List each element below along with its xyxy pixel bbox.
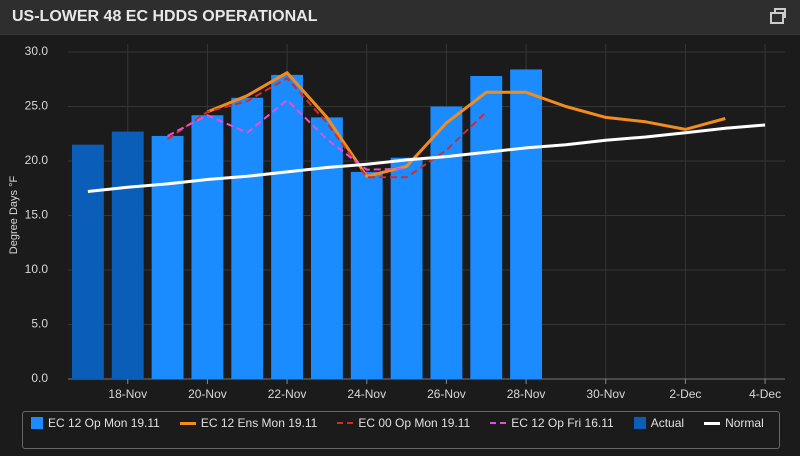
bar [191,115,224,379]
x-tick-label: 18-Nov [108,387,147,401]
legend-label: EC 12 Op Mon 19.11 [48,416,160,430]
x-tick-label: 28-Nov [507,387,546,401]
bar [430,106,463,379]
legend-item[interactable]: EC 12 Op Fri 16.11 [490,416,614,430]
y-tick-label: 30.0 [25,44,49,58]
legend-swatch [179,421,196,425]
series-line [87,123,766,193]
bar [510,69,543,379]
bar [71,144,104,379]
bar [310,117,343,380]
legend-swatch [704,421,721,425]
bar [470,75,503,379]
y-tick-label: 5.0 [31,317,48,331]
y-tick-label: 10.0 [25,262,49,276]
y-tick-label: 25.0 [25,99,49,113]
legend-item[interactable]: EC 00 Op Mon 19.11 [337,416,470,430]
legend-item[interactable]: Actual [633,416,685,430]
x-tick-label: 24-Nov [347,387,386,401]
legend-swatch [31,417,43,429]
legend-label: Normal [725,416,764,430]
legend-swatch [490,422,507,424]
bar [271,74,304,379]
x-tick-label: 26-Nov [427,387,466,401]
x-tick-label: 4-Dec [749,387,781,401]
header: US-LOWER 48 EC HDDS OPERATIONAL [0,0,800,35]
legend-label: EC 12 Op Fri 16.11 [511,416,614,430]
bar [350,171,383,379]
legend-item[interactable]: EC 12 Ens Mon 19.11 [179,416,318,430]
bar [231,97,264,379]
legend-label: EC 12 Ens Mon 19.11 [200,416,318,430]
title: US-LOWER 48 EC HDDS OPERATIONAL [12,8,318,25]
legend-item[interactable]: EC 12 Op Mon 19.11 [31,416,160,430]
legend-label: Actual [650,416,685,430]
y-tick-label: 15.0 [25,208,49,222]
bar [390,157,423,379]
x-tick-label: 2-Dec [669,387,701,401]
x-tick-label: 22-Nov [268,387,307,401]
legend-swatch [337,422,354,424]
popout-icon[interactable] [770,8,786,24]
x-tick-label: 20-Nov [188,387,227,401]
y-tick-label: 0.0 [31,371,48,385]
legend: EC 12 Op Mon 19.11 EC 12 Ens Mon 19.11 EC … [22,411,780,449]
x-tick-label: 30-Nov [586,387,625,401]
bar [151,135,184,379]
y-tick-label: 20.0 [25,153,49,167]
y-axis-label: Degree Days °F [8,176,20,255]
legend-label: EC 00 Op Mon 19.11 [358,416,471,430]
chart: Degree Days °F 0.0 5.0 10.0 15.0 20.0 25.0 30.… [8,44,785,401]
bar [111,131,144,379]
series-line [206,71,726,178]
legend-swatch [633,417,646,429]
series-line [167,99,407,171]
legend-item[interactable]: Normal [704,416,764,430]
